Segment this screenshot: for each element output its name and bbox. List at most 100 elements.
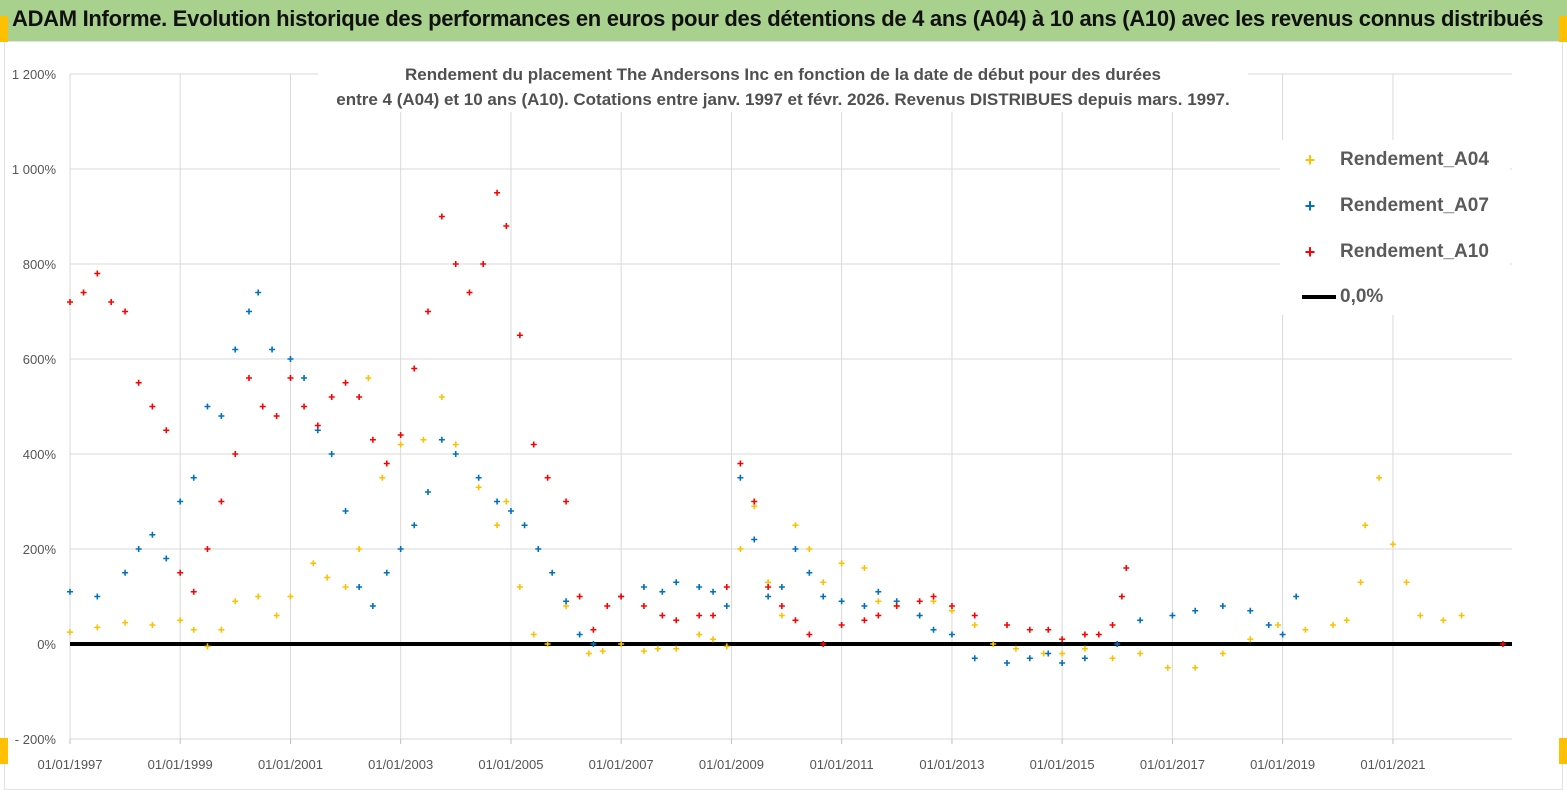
data-point-a10 (80, 289, 87, 296)
data-point-a10 (1059, 636, 1066, 643)
data-point-a10 (328, 394, 335, 400)
data-point-a07 (67, 588, 73, 595)
data-point-a04 (122, 619, 129, 626)
data-point-a04 (452, 441, 459, 448)
data-point-a07 (1169, 612, 1176, 619)
report-banner: ADAM Informe. Evolution historique des p… (0, 0, 1567, 41)
y-tick-label: 1 200% (12, 67, 57, 82)
legend-marker-a10: + (1304, 241, 1316, 262)
data-point-a04 (1164, 664, 1171, 671)
y-tick-label: 400% (23, 447, 57, 462)
data-point-a07 (287, 356, 294, 362)
data-point-a04 (696, 631, 703, 638)
data-point-a04 (530, 631, 537, 638)
data-point-a10 (659, 612, 666, 619)
data-point-a07 (1293, 593, 1300, 600)
data-point-a10 (438, 213, 445, 220)
data-point-a07 (177, 498, 184, 505)
data-point-a07 (640, 584, 647, 590)
data-point-a10 (737, 460, 744, 467)
x-tick-label: 01/01/2003 (368, 757, 433, 772)
data-point-a10 (765, 584, 772, 590)
data-point-a10 (1123, 565, 1130, 571)
data-point-a10 (122, 308, 129, 315)
data-point-a10 (618, 593, 625, 600)
data-point-a04 (778, 612, 785, 619)
data-point-a10 (314, 422, 321, 429)
legend-item-a07: + Rendement_A07 (1280, 192, 1489, 220)
data-point-a10 (930, 593, 937, 600)
data-point-a04 (640, 648, 647, 655)
data-point-a04 (438, 394, 445, 400)
data-point-a07 (535, 546, 542, 552)
data-point-a10 (503, 223, 510, 229)
data-point-a04 (875, 598, 882, 605)
data-point-a04 (310, 560, 317, 567)
data-point-a07 (94, 593, 101, 600)
data-point-a04 (218, 626, 225, 633)
corner-tab-top-right (1559, 16, 1567, 42)
chart-title-line-2: entre 4 (A04) et 10 ans (A10). Cotations… (336, 90, 1230, 109)
data-point-a07 (190, 474, 197, 481)
data-point-a10 (1118, 593, 1125, 600)
data-point-a07 (163, 555, 170, 562)
x-tick-label: 01/01/2015 (1030, 757, 1095, 772)
data-point-a07 (1004, 660, 1011, 666)
data-point-a07 (659, 588, 666, 595)
data-point-a04 (1192, 664, 1199, 671)
data-point-a07 (696, 584, 703, 590)
y-tick-label: - 200% (15, 732, 57, 747)
x-tick-label: 01/01/2013 (919, 757, 984, 772)
data-point-a04 (710, 636, 717, 643)
data-point-a07 (1247, 607, 1254, 614)
data-point-a10 (424, 308, 431, 315)
data-point-a07 (1081, 655, 1088, 662)
data-point-a10 (640, 603, 647, 609)
data-point-a04 (673, 645, 680, 652)
data-point-a10 (232, 451, 239, 457)
data-point-a10 (820, 641, 827, 647)
data-point-a10 (245, 375, 252, 381)
legend-label-a07: Rendement_A07 (1340, 195, 1489, 216)
data-point-a10 (177, 569, 184, 576)
data-point-a04 (1081, 645, 1088, 652)
data-point-a04 (1109, 655, 1116, 662)
data-point-a10 (948, 603, 955, 609)
data-point-a07 (494, 498, 501, 505)
data-point-a10 (516, 332, 523, 339)
data-point-a07 (1026, 655, 1033, 662)
x-tick-label: 01/01/2005 (478, 757, 543, 772)
data-point-a10 (971, 612, 978, 619)
data-point-a07 (563, 598, 570, 605)
data-point-a04 (1219, 650, 1226, 657)
data-points (67, 189, 1506, 671)
data-point-a07 (383, 569, 390, 576)
data-point-a10 (604, 603, 611, 609)
data-point-a07 (1137, 617, 1144, 624)
corner-tab-bottom-right (1559, 738, 1567, 764)
data-point-a07 (328, 451, 335, 457)
data-point-a07 (1219, 603, 1226, 609)
data-point-a10 (135, 379, 142, 386)
data-point-a04 (1247, 636, 1254, 643)
data-point-a07 (948, 631, 955, 638)
data-point-a04 (516, 584, 523, 590)
data-point-a04 (1458, 612, 1465, 619)
data-point-a04 (618, 641, 625, 647)
data-point-a04 (1137, 650, 1144, 657)
data-point-a10 (1081, 631, 1088, 638)
data-point-a10 (530, 441, 537, 448)
data-point-a10 (383, 460, 390, 467)
data-point-a04 (475, 484, 482, 491)
chart-title-line-1: Rendement du placement The Andersons Inc… (405, 65, 1161, 84)
legend-label-a10: Rendement_A10 (1340, 241, 1489, 262)
data-point-a04 (67, 629, 73, 636)
x-tick-label: 01/01/2019 (1250, 757, 1315, 772)
chart-title: Rendement du placement The Andersons Inc… (318, 62, 1248, 112)
data-point-a10 (1026, 626, 1033, 633)
data-point-a07 (452, 451, 459, 457)
data-point-a07 (916, 612, 923, 619)
data-point-a07 (765, 593, 772, 600)
data-point-a04 (255, 593, 262, 600)
